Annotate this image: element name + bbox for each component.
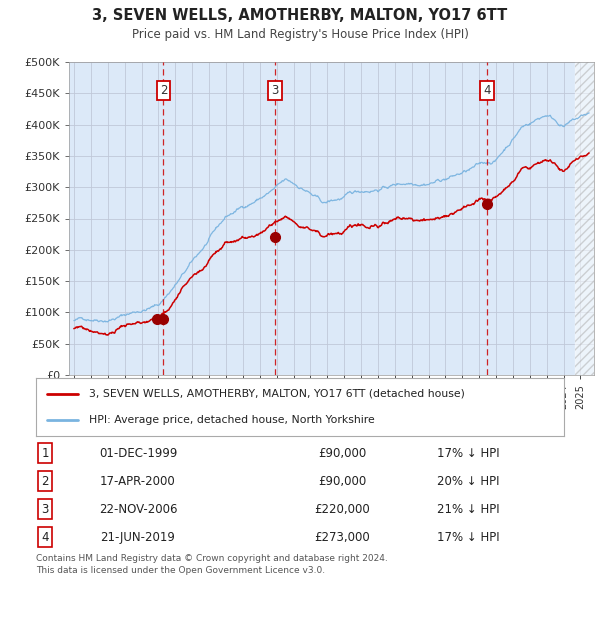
Text: 1: 1 <box>41 446 49 459</box>
Text: Price paid vs. HM Land Registry's House Price Index (HPI): Price paid vs. HM Land Registry's House … <box>131 28 469 41</box>
Text: 21-JUN-2019: 21-JUN-2019 <box>101 531 175 544</box>
Text: 3: 3 <box>271 84 278 97</box>
Text: £90,000: £90,000 <box>318 475 366 488</box>
Text: 3: 3 <box>41 503 49 516</box>
Text: 01-DEC-1999: 01-DEC-1999 <box>99 446 177 459</box>
Text: 17% ↓ HPI: 17% ↓ HPI <box>437 531 499 544</box>
Text: 2: 2 <box>160 84 167 97</box>
Polygon shape <box>575 62 594 375</box>
Text: £273,000: £273,000 <box>314 531 370 544</box>
Text: 21% ↓ HPI: 21% ↓ HPI <box>437 503 499 516</box>
Text: £220,000: £220,000 <box>314 503 370 516</box>
Text: 4: 4 <box>484 84 491 97</box>
Text: 17% ↓ HPI: 17% ↓ HPI <box>437 446 499 459</box>
Text: £90,000: £90,000 <box>318 446 366 459</box>
Text: 4: 4 <box>41 531 49 544</box>
Text: HPI: Average price, detached house, North Yorkshire: HPI: Average price, detached house, Nort… <box>89 415 374 425</box>
Text: 17-APR-2000: 17-APR-2000 <box>100 475 176 488</box>
Text: Contains HM Land Registry data © Crown copyright and database right 2024.
This d: Contains HM Land Registry data © Crown c… <box>36 554 388 575</box>
Text: 3, SEVEN WELLS, AMOTHERBY, MALTON, YO17 6TT: 3, SEVEN WELLS, AMOTHERBY, MALTON, YO17 … <box>92 8 508 23</box>
Text: 3, SEVEN WELLS, AMOTHERBY, MALTON, YO17 6TT (detached house): 3, SEVEN WELLS, AMOTHERBY, MALTON, YO17 … <box>89 389 464 399</box>
Text: 20% ↓ HPI: 20% ↓ HPI <box>437 475 499 488</box>
Text: 22-NOV-2006: 22-NOV-2006 <box>99 503 177 516</box>
Text: 2: 2 <box>41 475 49 488</box>
